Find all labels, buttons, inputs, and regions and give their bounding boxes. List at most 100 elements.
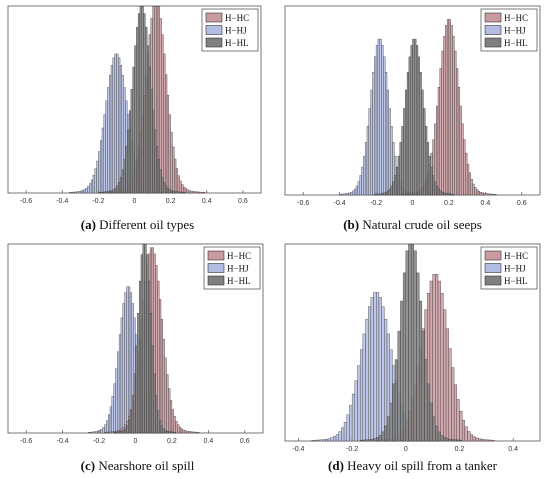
histogram-bar [76,191,79,194]
histogram-bar [154,129,157,194]
histogram-bar [109,406,112,434]
histogram-bar [143,13,146,194]
histogram-bar [386,416,390,442]
histogram-bar [166,187,170,194]
x-tick-label: 0.4 [203,438,213,445]
histogram-bar [119,176,123,194]
histogram-bar [71,191,74,194]
histogram-bar [157,159,160,194]
histogram-bar [110,65,113,194]
histogram-bar [160,425,163,434]
histogram-bar [122,303,125,434]
legend-label-h-hl: H−HL [227,276,251,286]
histogram-bar [368,306,372,442]
histogram-bar [443,192,446,196]
histogram-bar [193,191,197,194]
histogram-bar [459,105,462,196]
x-tick-label: -0.4 [56,198,68,205]
histogram-bar [120,430,123,434]
histogram-bar [428,155,431,196]
histogram-bar [145,27,148,194]
histogram-bar [385,72,388,196]
legend-swatch-h-hl [484,275,502,286]
histogram-bar [87,432,91,434]
legend-label-h-hj: H−HJ [225,26,247,36]
histogram-bar [373,438,377,442]
x-tick-label: -0.2 [93,438,105,445]
histogram-bar [115,431,118,434]
histogram-bar [165,185,168,194]
histogram-bar [410,45,413,196]
histogram-bar [483,439,487,442]
histogram-bar [175,168,179,194]
histogram-bar [488,439,492,442]
histogram-bar [128,419,131,434]
series-h-hc [401,19,497,196]
histogram-bar [180,428,184,434]
histogram-bar [405,89,408,196]
histogram-bar [104,432,107,434]
histogram-bar [177,191,180,194]
histogram-bar [466,163,470,196]
histogram-bar [140,254,143,434]
series-h-hl [359,243,463,442]
x-tick-label: -0.4 [334,200,346,207]
histogram-bar [457,87,461,196]
histogram-bar [436,185,439,196]
chart-panel-c: -0.6 -0.4 -0.2 0 0.2 0.4 0.6 H−HC H−HJ H−HL [7,243,264,445]
histogram-bar [399,142,402,196]
histogram-bar [359,439,364,442]
histogram-bar [139,6,142,194]
histogram-bar [463,139,466,196]
histogram-bar [80,190,83,194]
legend-label-h-hc: H−HC [504,251,528,261]
histogram-bar [341,427,345,442]
caption-a: (a) Different oil types [0,217,275,233]
histogram-bar [362,333,366,442]
histogram-bar [98,151,101,194]
histogram-bar [415,45,419,196]
series-h-hl [113,244,176,434]
histogram-bar [439,68,442,196]
histogram-bar [461,419,466,442]
histogram-bar [359,175,362,196]
histogram-bar [408,56,411,196]
caption-text-c: Nearshore oil spill [98,458,195,473]
legend: H−HC H−HJ H−HL [201,8,259,52]
histogram-bar [434,181,437,196]
histogram-bar [488,193,491,196]
histogram-bar [451,439,455,442]
histogram-bar [181,184,184,194]
x-tick-label: -0.6 [20,198,32,205]
caption-text-b: Natural crude oil seeps [362,217,482,232]
histogram-bar [184,430,187,434]
histogram-bar [423,108,426,196]
histogram-bar [112,57,115,194]
histogram-bar [96,160,99,194]
histogram-bar [123,159,126,194]
caption-b: (b) Natural crude oil seeps [275,217,550,233]
histogram-bar [374,56,377,196]
histogram-bar [109,190,112,194]
histogram-bar [445,328,449,442]
histogram-bar [437,87,440,196]
histogram-bar [445,193,448,196]
histogram-bar [341,193,344,196]
histogram-bar [110,190,113,194]
histogram-bar [408,243,412,442]
histogram-bar [446,19,450,196]
x-tick-label: 0 [404,446,408,453]
histogram-bar [325,438,329,442]
histogram-bar [456,68,459,196]
histogram-bar [352,190,355,196]
histogram-bar [121,169,124,194]
histogram-bar [87,186,90,194]
chart-panel-d: -0.4 -0.2 0 0.2 0.4 H−HC H−HJ H−HL [284,243,541,453]
legend-label-h-hc: H−HC [225,13,249,23]
histogram-bar [107,87,110,194]
histogram-bar [424,359,428,442]
histogram-bar [118,57,121,194]
histogram-bar [366,126,369,196]
histogram-bar [170,131,173,194]
legend-swatch-h-hl [207,275,225,286]
